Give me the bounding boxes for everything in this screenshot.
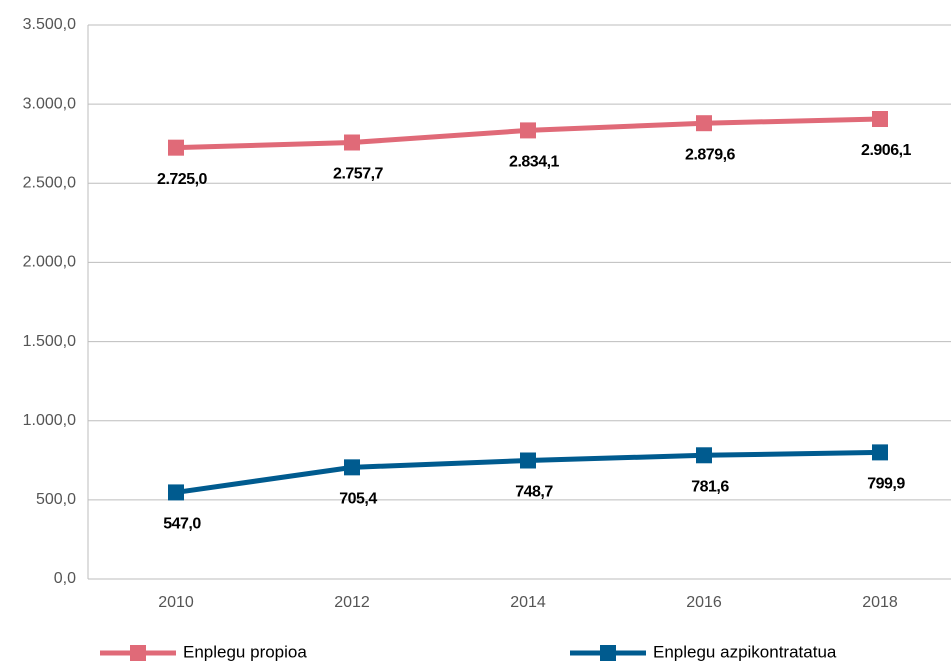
y-tick-label: 500,0 bbox=[36, 491, 76, 508]
y-tick-label: 0,0 bbox=[54, 570, 76, 587]
value-label: 748,7 bbox=[515, 484, 553, 501]
y-tick-label: 2.500,0 bbox=[23, 175, 76, 192]
legend-marker bbox=[130, 645, 146, 661]
value-label: 2.834,1 bbox=[509, 154, 559, 171]
marker bbox=[168, 139, 184, 156]
x-tick-label: 2014 bbox=[510, 594, 546, 611]
marker bbox=[696, 447, 712, 464]
y-tick-label: 1.500,0 bbox=[23, 333, 76, 350]
marker bbox=[520, 122, 536, 139]
marker bbox=[344, 134, 360, 151]
x-tick-label: 2018 bbox=[862, 594, 898, 611]
value-label: 2.757,7 bbox=[333, 166, 383, 183]
value-label: 799,9 bbox=[867, 476, 905, 493]
y-tick-label: 3.000,0 bbox=[23, 95, 76, 112]
marker bbox=[872, 111, 888, 128]
value-label: 2.725,0 bbox=[157, 171, 207, 188]
x-tick-label: 2010 bbox=[158, 594, 194, 611]
x-tick-label: 2012 bbox=[334, 594, 370, 611]
y-tick-label: 1.000,0 bbox=[23, 412, 76, 429]
marker bbox=[872, 444, 888, 461]
y-tick-label: 2.000,0 bbox=[23, 254, 76, 271]
x-tick-label: 2016 bbox=[686, 594, 722, 611]
marker bbox=[520, 452, 536, 469]
legend-label: Enplegu propioa bbox=[183, 642, 307, 661]
value-label: 705,4 bbox=[339, 491, 377, 508]
y-tick-label: 3.500,0 bbox=[23, 16, 76, 33]
value-label: 2.906,1 bbox=[861, 142, 911, 159]
value-label: 2.879,6 bbox=[685, 146, 735, 163]
value-label: 547,0 bbox=[163, 516, 201, 533]
legend-label: Enplegu azpikontratatua bbox=[653, 642, 837, 661]
marker bbox=[344, 459, 360, 476]
legend-marker bbox=[600, 645, 616, 661]
marker bbox=[696, 115, 712, 132]
value-label: 781,6 bbox=[691, 479, 729, 496]
marker bbox=[168, 484, 184, 501]
